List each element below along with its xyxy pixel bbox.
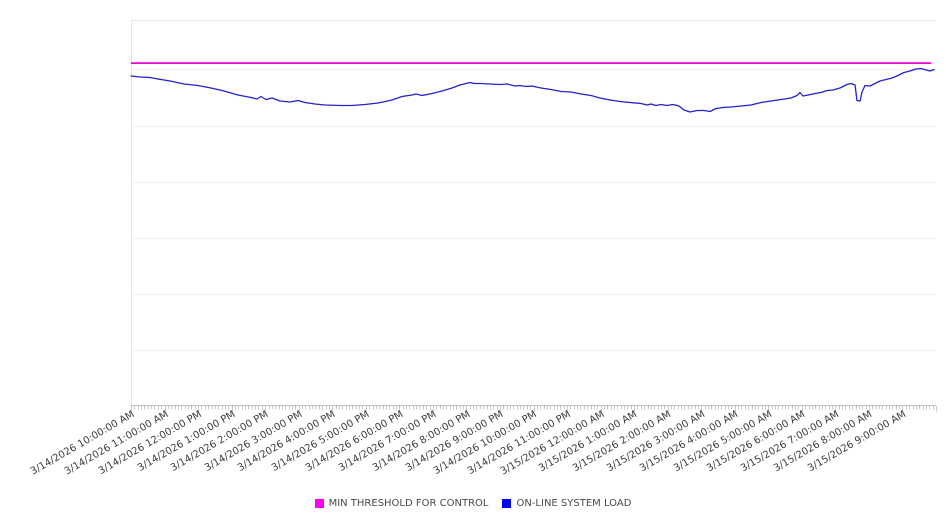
x-axis-label: 3/15/2026 9:00:00 AM — [805, 409, 908, 475]
x-axis-label: 3/15/2026 3:00:00 AM — [604, 409, 707, 475]
min-threshold-swatch-icon — [314, 499, 324, 508]
x-axis-label: 3/14/2026 6:00:00 PM — [303, 409, 405, 474]
online-load-swatch-icon — [502, 499, 512, 508]
x-axis-label: 3/14/2026 10:00:00 PM — [431, 409, 539, 478]
x-axis-label: 3/15/2026 4:00:00 AM — [638, 409, 741, 475]
x-axis-label: 3/15/2026 12:00:00 AM — [498, 409, 607, 478]
x-axis-label: 3/14/2026 4:00:00 PM — [236, 409, 338, 474]
x-axis-label: 3/14/2026 9:00:00 PM — [403, 409, 506, 474]
x-axis-label: 3/14/2026 8:00:00 PM — [370, 409, 472, 474]
x-axis-label: 3/14/2026 11:00:00 AM — [62, 409, 171, 478]
online-system-load-line — [130, 67, 935, 113]
x-axis-label: 3/14/2026 10:00:00 AM — [28, 409, 137, 478]
x-axis-label: 3/14/2026 11:00:00 PM — [465, 409, 573, 478]
x-axis-label: 3/15/2026 2:00:00 AM — [570, 409, 674, 475]
x-axis-label: 3/14/2026 7:00:00 PM — [336, 409, 439, 474]
x-axis-label: 3/15/2026 8:00:00 AM — [772, 409, 875, 475]
x-axis-label: 3/15/2026 7:00:00 AM — [738, 409, 841, 475]
legend-item-online-load[interactable]: ON-LINE SYSTEM LOAD — [502, 498, 631, 509]
x-axis-label: 3/14/2026 3:00:00 PM — [202, 409, 305, 474]
legend: MIN THRESHOLD FOR CONTROL ON-LINE SYSTEM… — [0, 498, 946, 509]
legend-label-min-threshold: MIN THRESHOLD FOR CONTROL — [328, 498, 489, 509]
x-axis-label: 3/14/2026 2:00:00 PM — [169, 409, 271, 474]
x-axis-ticks — [131, 406, 937, 412]
x-axis-label: 3/15/2026 1:00:00 AM — [537, 409, 640, 475]
legend-item-min-threshold[interactable]: MIN THRESHOLD FOR CONTROL — [314, 498, 489, 509]
x-axis-label: 3/15/2026 5:00:00 AM — [671, 409, 774, 475]
x-axis-label: 3/15/2026 6:00:00 AM — [705, 409, 808, 475]
legend-label-online-load: ON-LINE SYSTEM LOAD — [516, 498, 632, 509]
line-chart-canvas — [130, 20, 937, 412]
x-axis-label: 3/14/2026 1:00:00 PM — [135, 409, 238, 474]
x-axis-label: 3/14/2026 12:00:00 PM — [96, 409, 204, 478]
x-axis-label: 3/14/2026 5:00:00 PM — [269, 409, 372, 474]
